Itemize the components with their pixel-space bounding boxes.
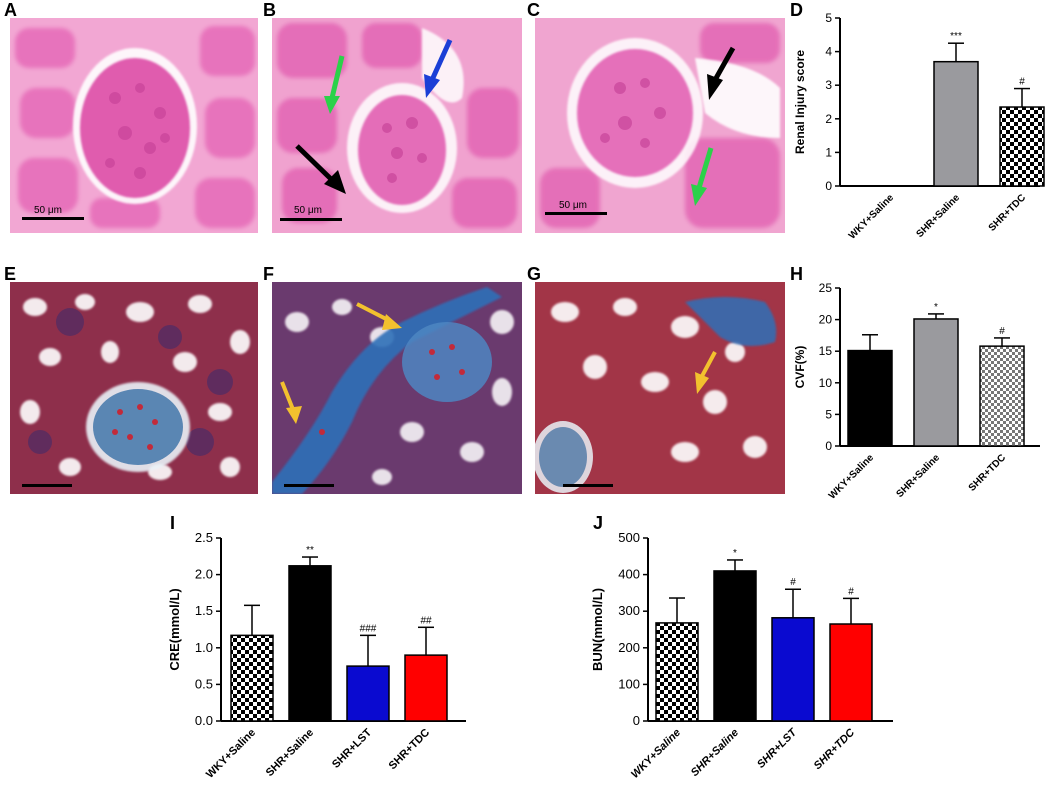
panel-letter-a: A [4, 0, 17, 20]
scale-bar-label-c: 50 μm [559, 200, 587, 211]
chart-j-y-tick-label: 200 [618, 640, 640, 655]
chart-h-significance-label: # [999, 326, 1005, 337]
chart-j-y-tick-label: 100 [618, 676, 640, 691]
micrograph-e [10, 282, 258, 494]
chart-j-x-tick-label: WKY+Saline [629, 727, 683, 781]
chart-h-y-tick-label: 5 [825, 407, 832, 421]
chart-i-y-label: CRE(mmol/L) [167, 588, 182, 670]
panel-letter-j: J [593, 513, 604, 533]
chart-i-significance-label: ### [360, 623, 377, 634]
chart-j-significance-label: # [848, 586, 854, 597]
chart-d-bar [999, 106, 1045, 187]
chart-h-bar [913, 318, 959, 447]
micrograph-g-image [535, 282, 785, 494]
chart-h-y-tick-label: 10 [819, 376, 833, 390]
micrograph-e-image [10, 282, 258, 494]
chart-h-y-tick-label: 20 [819, 313, 833, 327]
chart-h-y-label: CVF(%) [793, 346, 807, 389]
chart-i-x-tick-label: SHR+LST [330, 726, 374, 770]
micrograph-c: 50 μm [535, 18, 785, 233]
chart-d-y-tick-label: 4 [825, 45, 832, 59]
chart-d-x-tick-label: WKY+Saline [847, 192, 897, 242]
chart-j-x-tick-label: SHR+TDC [812, 726, 858, 772]
chart-i-y-tick-label: 2.5 [195, 530, 213, 545]
chart-i-y-tick-label: 1.0 [195, 640, 213, 655]
chart-j-y-tick-label: 300 [618, 603, 640, 618]
chart-h-svg: 0 5 10 15 20 25 CVF(%) WKY+Saline * SHR+Saline # SH… [793, 281, 1040, 502]
panel-letter-h: H [790, 264, 803, 284]
micrograph-b-image: 50 μm [272, 18, 522, 233]
chart-h-y-tick-label: 0 [825, 439, 832, 453]
chart-j-y-tick-label: 400 [618, 567, 640, 582]
chart-d-y-tick-label: 1 [825, 145, 832, 159]
micrograph-g [535, 282, 785, 494]
chart-i-y-tick-label: 0.0 [195, 713, 213, 728]
chart-j-x-tick-label: SHR+LST [755, 726, 800, 771]
panel-letter-i: I [170, 513, 176, 533]
chart-j-x-tick-label: SHR+Saline [689, 727, 741, 779]
chart-d-significance-label: *** [950, 31, 962, 42]
chart-j-y-label: BUN(mmol/L) [590, 588, 605, 671]
chart-h-x-tick-label: SHR+Saline [894, 452, 942, 500]
micrograph-f [272, 282, 522, 494]
chart-i-y-tick-label: 0.5 [195, 676, 213, 691]
chart-j-y-tick-label: 500 [618, 530, 640, 545]
chart-d-y-tick-label: 5 [825, 11, 832, 25]
chart-d-svg: 0 1 2 3 4 5 Renal Injury score WKY+Saline *** SHR… [793, 11, 1045, 242]
chart-h-y-tick-label: 25 [819, 281, 833, 295]
panel-letter-c: C [527, 0, 540, 20]
chart-j-svg: 0 100 200 300 400 500 BUN(mmol/L) WKY+Saline * SH… [590, 530, 893, 781]
chart-d-y-tick-label: 3 [825, 78, 832, 92]
panel-letter-e: E [4, 264, 17, 284]
chart-i: 0.0 0.5 1.0 1.5 2.0 2.5 CRE(mmol/L) WKY+Saline *… [165, 530, 475, 789]
chart-i-significance-label: ## [420, 615, 432, 626]
chart-j-significance-label: * [733, 548, 737, 559]
chart-i-bar [288, 565, 332, 722]
chart-h-x-tick-label: SHR+TDC [967, 452, 1008, 493]
chart-h-x-tick-label: WKY+Saline [827, 452, 877, 502]
chart-i-y-tick-label: 1.5 [195, 603, 213, 618]
scale-bar-label-a: 50 μm [34, 205, 62, 216]
chart-h-bar [979, 345, 1025, 447]
chart-h-bar [847, 349, 893, 447]
micrograph-f-image [272, 282, 522, 494]
chart-d-x-tick-label: SHR+Saline [914, 192, 962, 240]
chart-i-y-tick-label: 2.0 [195, 567, 213, 582]
chart-d-significance-label: # [1019, 77, 1025, 88]
chart-j-bar [655, 622, 699, 722]
chart-i-x-tick-label: SHR+TDC [387, 727, 432, 772]
chart-d-y-tick-label: 2 [825, 112, 832, 126]
chart-h-y-tick-label: 15 [819, 344, 833, 358]
chart-d-x-tick-label: SHR+TDC [987, 192, 1028, 233]
chart-j: 0 100 200 300 400 500 BUN(mmol/L) WKY+Saline * SH… [588, 530, 898, 789]
chart-j-y-tick-label: 0 [633, 713, 640, 728]
chart-d-y-tick-label: 0 [825, 179, 832, 193]
chart-i-bar [346, 665, 390, 722]
chart-d: 0 1 2 3 4 5 Renal Injury score WKY+Saline *** SHR… [790, 10, 1055, 255]
chart-j-bar [771, 617, 815, 722]
panel-letter-f: F [263, 264, 274, 284]
micrograph-a: 50 μm [10, 18, 258, 233]
micrograph-b: 50 μm [272, 18, 522, 233]
panel-letter-d: D [790, 0, 803, 20]
chart-h: 0 5 10 15 20 25 CVF(%) WKY+Saline * SHR+Saline # SH… [790, 280, 1055, 515]
micrograph-a-image: 50 μm [10, 18, 258, 233]
panel-letter-b: B [263, 0, 276, 20]
chart-j-bar [829, 623, 873, 722]
chart-d-bar [933, 60, 979, 187]
chart-j-significance-label: # [790, 577, 796, 588]
chart-i-svg: 0.0 0.5 1.0 1.5 2.0 2.5 CRE(mmol/L) WKY+Saline *… [167, 530, 466, 781]
scale-bar-label-b: 50 μm [294, 205, 322, 216]
chart-i-bar [230, 634, 274, 722]
chart-i-x-tick-label: SHR+Saline [264, 727, 316, 779]
chart-i-x-tick-label: WKY+Saline [204, 727, 258, 781]
chart-j-bar [713, 570, 757, 722]
panel-letter-g: G [527, 264, 542, 284]
chart-i-bar [404, 654, 448, 722]
chart-h-significance-label: * [934, 302, 938, 313]
chart-i-significance-label: ** [306, 545, 314, 556]
micrograph-c-image: 50 μm [535, 18, 785, 233]
chart-d-y-label: Renal Injury score [793, 50, 807, 154]
